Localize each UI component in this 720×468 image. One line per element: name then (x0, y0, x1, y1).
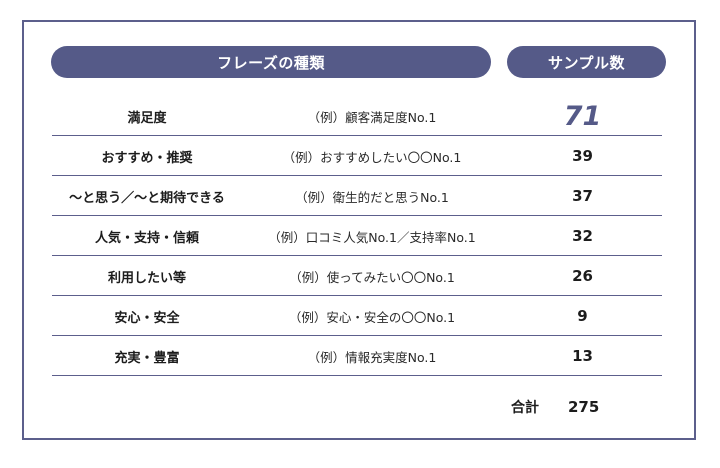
phrase-cell: 満足度 (127, 110, 167, 126)
count-cell: 32 (572, 227, 593, 245)
total-value: 275 (568, 398, 600, 416)
example-cell: （例）使ってみたい〇〇No.1 (289, 269, 455, 285)
phrase-cell: 〜と思う／〜と期待できる (69, 190, 225, 206)
phrase-cell: おすすめ・推奨 (101, 150, 193, 166)
row-divider (52, 255, 662, 256)
table-row: 充実・豊富 （例）情報充実度No.1 13 (52, 336, 662, 376)
count-cell: 39 (572, 147, 593, 165)
phrase-cell: 充実・豊富 (114, 350, 180, 366)
header-phrase-type: フレーズの種類 (51, 46, 491, 78)
row-divider (52, 175, 662, 176)
row-divider (52, 295, 662, 296)
row-divider (52, 335, 662, 336)
table-row: 満足度 （例）顧客満足度No.1 71 (52, 96, 662, 136)
phrase-cell: 利用したい等 (107, 270, 186, 286)
table-row: おすすめ・推奨 （例）おすすめしたい〇〇No.1 39 (52, 136, 662, 176)
example-cell: （例）口コミ人気No.1／支持率No.1 (268, 229, 476, 245)
count-cell: 13 (572, 347, 593, 365)
table-row: 安心・安全 （例）安心・安全の〇〇No.1 9 (52, 296, 662, 336)
total-label: 合計 (511, 400, 539, 416)
example-cell: （例）顧客満足度No.1 (307, 109, 437, 125)
table-row: 人気・支持・信頼 （例）口コミ人気No.1／支持率No.1 32 (52, 216, 662, 256)
row-divider (52, 375, 662, 376)
phrase-cell: 安心・安全 (114, 310, 180, 326)
count-cell-highlight: 71 (563, 100, 602, 132)
table-row: 〜と思う／〜と期待できる （例）衛生的だと思うNo.1 37 (52, 176, 662, 216)
example-cell: （例）安心・安全の〇〇No.1 (288, 309, 456, 325)
table-frame (22, 20, 696, 440)
count-cell: 37 (572, 187, 593, 205)
row-divider (52, 135, 662, 136)
phrase-cell: 人気・支持・信頼 (94, 230, 199, 246)
header-sample-count: サンプル数 (507, 46, 666, 78)
example-cell: （例）おすすめしたい〇〇No.1 (282, 149, 462, 165)
example-cell: （例）情報充実度No.1 (307, 349, 437, 365)
example-cell: （例）衛生的だと思うNo.1 (295, 189, 449, 205)
count-cell: 9 (577, 307, 588, 325)
table-row: 利用したい等 （例）使ってみたい〇〇No.1 26 (52, 256, 662, 296)
row-divider (52, 215, 662, 216)
count-cell: 26 (572, 267, 593, 285)
